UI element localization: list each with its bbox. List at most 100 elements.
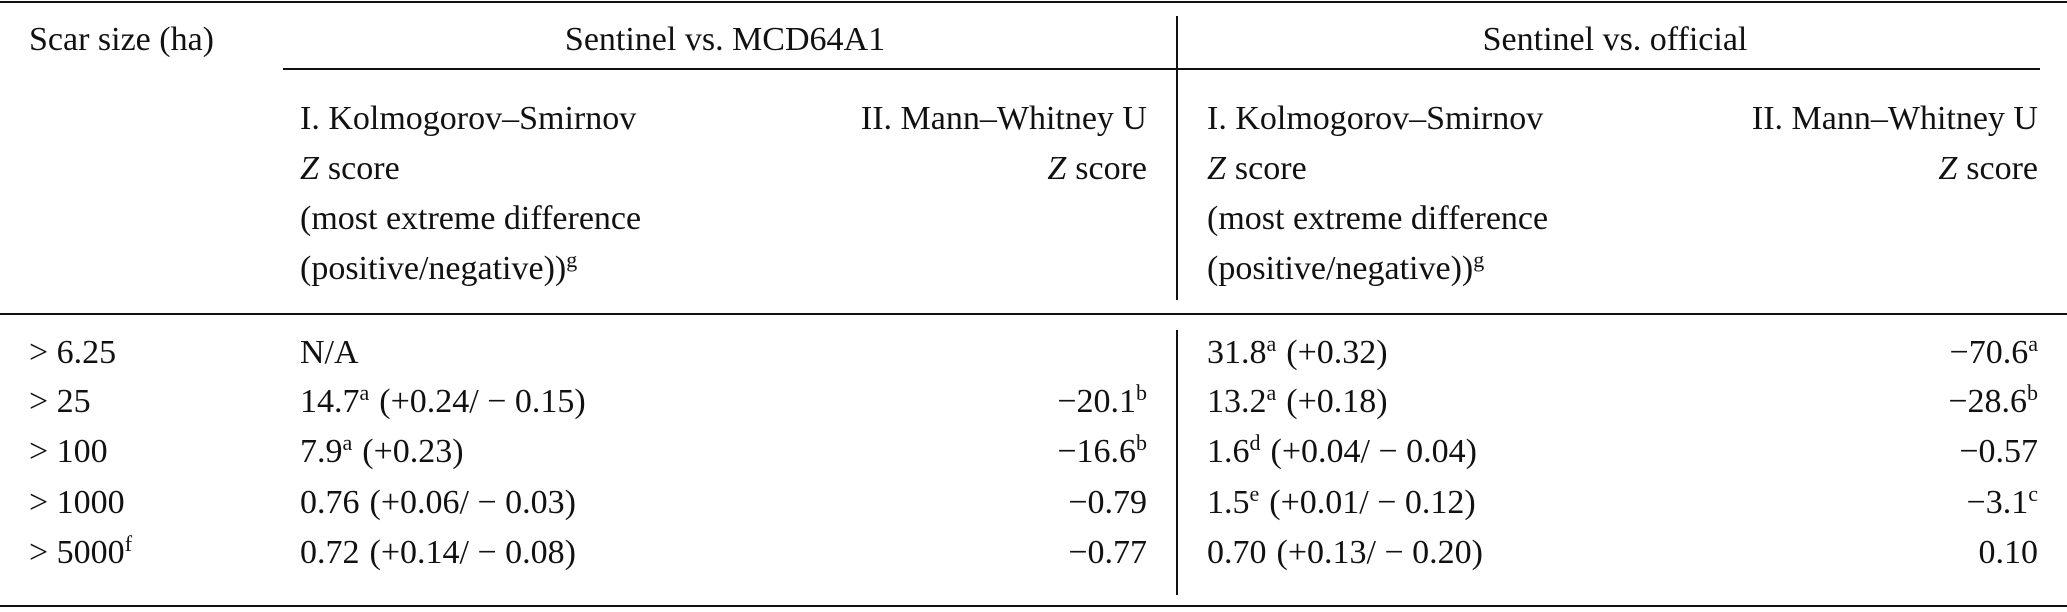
table-cell: −0.77 [1068,533,1147,573]
test-note: (positive/negative))g [1207,249,1484,289]
cell-value: 14.7 [300,383,360,420]
cell-value: −70.6 [1949,334,2029,371]
cell-value: 0.72 [300,534,360,571]
row-label: > 6.25 [29,333,116,373]
test-title: II. Mann–Whitney U [1752,99,2038,139]
cell-difference: (+0.04/ − 0.04) [1270,433,1477,470]
z-symbol: Z [1938,150,1958,187]
cell-value: 13.2 [1207,383,1267,420]
footnote-mark: a [342,430,353,455]
bottom-rule [0,605,2067,607]
z-label: score [1234,150,1307,187]
cell-value: 7.9 [300,433,343,470]
cell-value: −0.57 [1959,433,2038,470]
row-label: > 25 [29,382,91,422]
row-label-text: > 100 [29,433,108,470]
cell-difference: (+0.32) [1286,334,1388,371]
cell-value: 0.10 [1978,534,2039,571]
table-cell: 1.6d (+0.04/ − 0.04) [1207,432,1477,472]
footnote-mark: a [359,380,370,405]
row-label-text: > 1000 [29,484,125,521]
cell-value: −28.6 [1948,383,2027,420]
z-symbol: Z [1207,150,1226,187]
cell-difference: (+0.06/ − 0.03) [369,484,576,521]
footnote-mark: c [2028,481,2038,506]
footnote-mark: a [2028,331,2038,356]
z-label: score [1075,150,1147,187]
note-text: (most extreme difference [1207,200,1549,237]
cell-difference: (+0.24/ − 0.15) [379,383,586,420]
group-title: Sentinel vs. MCD64A1 [564,21,886,58]
test-title-text: I. Kolmogorov–Smirnov [1207,100,1544,137]
table-cell: 7.9a (+0.23) [300,432,464,472]
footnote-mark: g [566,247,578,272]
cell-value: 1.6 [1207,433,1250,470]
cell-difference: (+0.14/ − 0.08) [369,534,576,571]
footnote-mark: b [1136,430,1147,455]
table-cell: 1.5e (+0.01/ − 0.12) [1207,483,1476,523]
cell-difference: (+0.13/ − 0.20) [1276,534,1483,571]
table-cell: −0.57 [1959,432,2038,472]
header-text: Scar size (ha) [29,21,215,58]
test-title-text: II. Mann–Whitney U [860,100,1147,137]
cell-value: 1.5 [1207,484,1250,521]
group-header: Sentinel vs. official [1483,20,1748,60]
column-divider [1176,330,1178,595]
test-note: (positive/negative))g [300,249,577,289]
test-title: I. Kolmogorov–Smirnov [300,99,636,139]
test-note: (most extreme difference [300,199,641,239]
cell-value: −0.77 [1068,534,1147,571]
cell-value: −20.1 [1057,383,1136,420]
row-label-text: > 5000 [29,534,125,571]
test-title: II. Mann–Whitney U [861,99,1147,139]
header-rule [0,313,2067,315]
test-title: I. Kolmogorov–Smirnov [1207,99,1543,139]
group-rule [283,68,2040,70]
cell-difference: (+0.23) [362,433,464,470]
cell-value: −0.79 [1068,484,1147,521]
footnote-mark: g [1473,247,1485,272]
test-note: (most extreme difference [1207,199,1548,239]
group-header: Sentinel vs. MCD64A1 [565,20,885,60]
z-symbol: Z [1047,150,1067,187]
note-text: (most extreme difference [300,200,642,237]
column-divider [1176,16,1178,300]
row-label-text: > 25 [29,383,91,420]
cell-value: 31.8 [1207,334,1267,371]
test-title-text: I. Kolmogorov–Smirnov [300,100,637,137]
table-cell: 0.70 (+0.13/ − 0.20) [1207,533,1483,573]
footnote-mark: b [1136,380,1147,405]
table-cell: 0.10 [1979,533,2039,573]
cell-value: −3.1 [1966,484,2029,521]
table-cell: −16.6b [1057,432,1147,472]
z-symbol: Z [300,150,319,187]
note-text: (positive/negative)) [300,250,567,287]
table-cell: N/A [300,333,359,373]
table-cell: −0.79 [1068,483,1147,523]
row-label: > 5000f [29,533,132,573]
header-cell: Scar size (ha) [29,20,214,60]
footnote-mark: a [1266,331,1277,356]
cell-value: N/A [300,334,359,371]
cell-value: −16.6 [1057,433,1136,470]
cell-value: 0.76 [300,484,360,521]
footnote-mark: f [124,531,133,556]
footnote-mark: b [2027,380,2038,405]
cell-value: 0.70 [1207,534,1267,571]
row-label: > 100 [29,432,108,472]
group-title: Sentinel vs. official [1482,21,1748,58]
row-label: > 1000 [29,483,125,523]
table-cell: 0.72 (+0.14/ − 0.08) [300,533,576,573]
table-cell: 13.2a (+0.18) [1207,382,1388,422]
table-cell: −70.6a [1950,333,2038,373]
row-label-text: > 6.25 [29,334,117,371]
footnote-mark: a [1266,380,1277,405]
z-label: score [327,150,400,187]
table-cell: −28.6b [1948,382,2038,422]
footnote-mark: d [1249,430,1261,455]
table-cell: 0.76 (+0.06/ − 0.03) [300,483,576,523]
